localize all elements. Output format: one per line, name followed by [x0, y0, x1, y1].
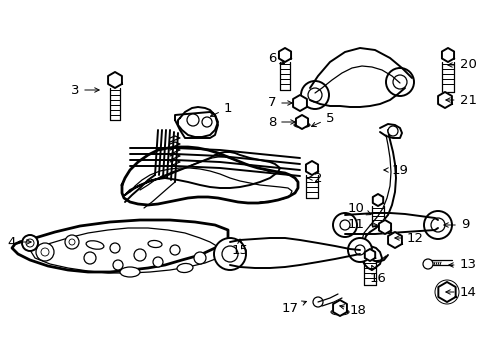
Text: 13: 13 [449, 258, 476, 271]
Polygon shape [442, 48, 454, 62]
Polygon shape [108, 72, 122, 88]
Text: 11: 11 [347, 219, 377, 231]
Polygon shape [379, 220, 391, 234]
Circle shape [194, 252, 206, 264]
Circle shape [296, 99, 304, 107]
Circle shape [431, 218, 445, 232]
Text: 20: 20 [448, 58, 476, 72]
Text: 9: 9 [444, 219, 469, 231]
Circle shape [308, 88, 322, 102]
Circle shape [340, 220, 350, 230]
Text: 21: 21 [446, 94, 476, 107]
Polygon shape [306, 161, 318, 175]
Circle shape [441, 95, 449, 104]
Polygon shape [293, 95, 307, 111]
Circle shape [113, 260, 123, 270]
Text: 15: 15 [231, 239, 248, 256]
Text: 18: 18 [340, 303, 367, 316]
Circle shape [391, 236, 399, 244]
Circle shape [36, 243, 54, 261]
Circle shape [333, 213, 357, 237]
Text: 6: 6 [268, 51, 285, 64]
Ellipse shape [148, 240, 162, 248]
Text: 3: 3 [71, 84, 99, 96]
Circle shape [69, 239, 75, 245]
Text: 17: 17 [281, 301, 306, 315]
Ellipse shape [86, 241, 104, 249]
Polygon shape [373, 194, 383, 206]
Circle shape [348, 238, 372, 262]
Text: 7: 7 [268, 96, 292, 109]
Circle shape [65, 235, 79, 249]
Text: 4: 4 [8, 235, 31, 248]
Circle shape [301, 81, 329, 109]
Text: 19: 19 [384, 163, 409, 176]
Text: 14: 14 [446, 285, 476, 298]
Circle shape [214, 238, 246, 270]
Polygon shape [279, 48, 291, 62]
Text: 5: 5 [312, 112, 334, 127]
Circle shape [386, 68, 414, 96]
Circle shape [110, 243, 120, 253]
Circle shape [393, 75, 407, 89]
Polygon shape [388, 232, 402, 248]
Circle shape [187, 114, 199, 126]
Polygon shape [365, 249, 375, 261]
Ellipse shape [120, 267, 140, 277]
Circle shape [441, 286, 453, 298]
Ellipse shape [177, 264, 193, 273]
Ellipse shape [294, 122, 310, 127]
Polygon shape [438, 92, 452, 108]
Circle shape [170, 245, 180, 255]
Circle shape [313, 297, 323, 307]
Circle shape [388, 126, 398, 136]
Circle shape [202, 117, 212, 127]
Circle shape [22, 235, 38, 251]
Circle shape [424, 211, 452, 239]
Circle shape [41, 248, 49, 256]
Circle shape [26, 239, 34, 247]
Circle shape [382, 224, 389, 230]
Text: 2: 2 [308, 171, 322, 184]
Circle shape [222, 246, 238, 262]
Circle shape [298, 118, 305, 126]
Polygon shape [296, 115, 308, 129]
Circle shape [134, 249, 146, 261]
Text: 16: 16 [369, 265, 387, 284]
Circle shape [84, 252, 96, 264]
Polygon shape [439, 282, 456, 302]
Text: 8: 8 [268, 116, 295, 129]
Text: 10: 10 [347, 202, 371, 215]
Circle shape [153, 257, 163, 267]
Circle shape [355, 245, 365, 255]
Ellipse shape [331, 309, 349, 315]
Circle shape [336, 304, 344, 312]
Circle shape [423, 259, 433, 269]
Text: 12: 12 [395, 231, 423, 244]
Text: 1: 1 [211, 102, 232, 116]
Polygon shape [333, 300, 347, 316]
